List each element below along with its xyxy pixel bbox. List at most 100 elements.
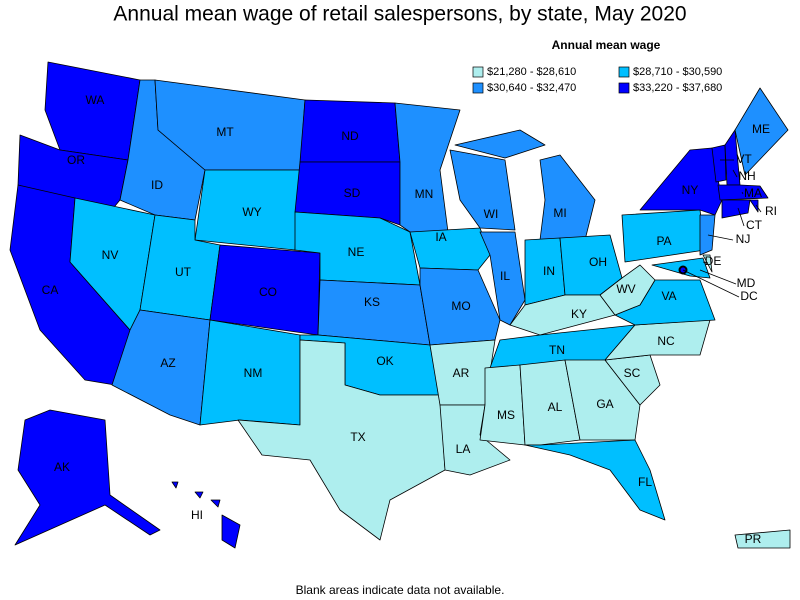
state: [454, 129, 546, 159]
legend-title: Annual mean wage: [552, 38, 661, 52]
state-label: TN: [549, 343, 565, 357]
state-label: SD: [344, 186, 361, 200]
state-label: WI: [484, 207, 499, 221]
state-label: VA: [661, 289, 676, 303]
state: [699, 214, 716, 256]
state-label: LA: [456, 442, 471, 456]
state-label: MA: [744, 186, 762, 200]
state-label: WA: [86, 93, 105, 107]
legend-swatch: [618, 66, 630, 78]
leader-line: [682, 269, 740, 298]
state-label: AL: [548, 400, 563, 414]
state: [717, 184, 769, 201]
state-label: DC: [740, 289, 758, 303]
state-label: VT: [736, 152, 752, 166]
leader-line: [755, 204, 762, 213]
leader-line: [737, 207, 745, 227]
legend-label: $30,640 - $32,470: [487, 82, 576, 94]
state-label: NV: [102, 248, 119, 262]
state: [721, 199, 751, 219]
state-label: MT: [216, 125, 234, 139]
state: [524, 439, 666, 521]
state-label: NE: [348, 245, 365, 259]
states: [9, 61, 791, 549]
state-label: FL: [638, 475, 652, 489]
state-label: NY: [682, 183, 699, 197]
state-label: ME: [752, 122, 770, 136]
legend-swatch: [472, 66, 484, 78]
leader-line: [699, 269, 737, 285]
state-label: NH: [738, 169, 755, 183]
state-label: GA: [596, 397, 613, 411]
state: [479, 364, 526, 446]
state: [294, 161, 401, 226]
state: [734, 87, 789, 176]
legend: $21,280 - $28,610 $28,710 - $30,590 $30,64…: [472, 66, 722, 94]
leader-line: [732, 169, 738, 178]
state-label: IA: [435, 230, 446, 244]
state: [711, 144, 727, 183]
state-label: AR: [453, 366, 470, 380]
state-label: TX: [350, 430, 365, 444]
legend-swatch: [472, 82, 484, 94]
state: [702, 254, 713, 273]
legend-swatch: [618, 82, 630, 94]
state: [749, 199, 759, 213]
leader-line: [741, 191, 744, 195]
state-label: RI: [765, 204, 777, 218]
state: [317, 279, 431, 346]
state-label: NM: [244, 366, 263, 380]
state-label: IL: [500, 269, 510, 283]
state-label: OH: [589, 255, 607, 269]
state: [171, 481, 179, 489]
state: [237, 339, 446, 541]
state: [44, 61, 141, 161]
state: [734, 529, 791, 549]
state-label: SC: [624, 366, 641, 380]
state-label: NC: [657, 334, 675, 348]
state-label: KY: [571, 307, 587, 321]
state-label: OR: [67, 153, 85, 167]
state-label: IN: [543, 264, 555, 278]
map-title: Annual mean wage of retail salespersons,…: [113, 3, 686, 26]
state-label: DE: [705, 254, 722, 268]
state-label: MI: [553, 206, 566, 220]
state: [210, 499, 221, 508]
state: [14, 409, 161, 546]
state-label: UT: [175, 265, 192, 279]
state: [539, 154, 596, 241]
state: [564, 359, 641, 441]
state: [394, 102, 461, 233]
footnote: Blank areas indicate data not available.: [296, 583, 505, 597]
state-label: PA: [656, 234, 671, 248]
state-label: OK: [376, 354, 393, 368]
state: [519, 359, 581, 446]
state: [449, 149, 516, 231]
legend-label: $28,710 - $30,590: [633, 66, 722, 78]
state: [194, 491, 204, 499]
state-label: AZ: [160, 356, 175, 370]
labels: WA OR CA NV ID MT WY UT CO AZ NM ND SD NE KS OK TX MN IA MO…: [42, 93, 777, 546]
legend-label: $21,280 - $28,610: [487, 66, 576, 78]
state: [221, 514, 241, 549]
state-label: CT: [746, 218, 763, 232]
leader-line: [702, 261, 709, 264]
state-label: ID: [151, 178, 163, 192]
state: [604, 319, 711, 361]
state-label: HI: [191, 508, 203, 522]
state-label: MS: [497, 408, 515, 422]
leader-line: [707, 234, 734, 241]
state-label: WY: [242, 205, 261, 219]
state: [409, 227, 491, 271]
legend-label: $33,220 - $37,680: [633, 82, 722, 94]
state-label: NJ: [736, 232, 751, 246]
state-label: MN: [415, 187, 434, 201]
state: [599, 264, 656, 316]
state-label: KS: [364, 295, 380, 309]
state-label: MO: [451, 299, 470, 313]
state: [639, 147, 723, 216]
state-label: PR: [745, 532, 762, 546]
state-label: ND: [341, 129, 359, 143]
